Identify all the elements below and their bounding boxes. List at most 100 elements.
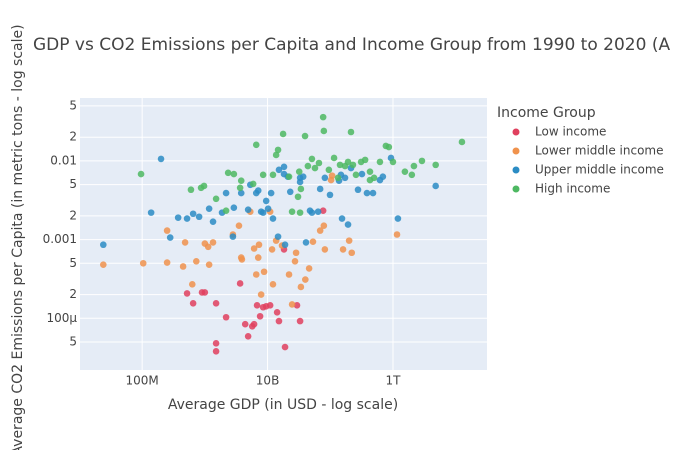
data-point <box>369 189 377 197</box>
data-point <box>264 205 272 212</box>
data-point <box>274 233 282 240</box>
y-tick-label: 2 <box>69 130 77 144</box>
data-point <box>352 171 360 179</box>
data-point <box>389 158 397 166</box>
data-point <box>209 239 217 246</box>
data-point <box>272 151 280 159</box>
y-tick-label: 0.001 <box>43 232 77 246</box>
points <box>100 113 466 355</box>
data-point <box>255 241 263 249</box>
data-point <box>267 189 275 197</box>
data-point <box>281 241 289 249</box>
y-tick-label: 2 <box>69 208 77 222</box>
data-point <box>288 301 296 308</box>
data-point <box>201 289 209 296</box>
data-point <box>268 246 276 253</box>
data-point <box>299 173 307 180</box>
data-point <box>330 154 338 162</box>
data-point <box>204 243 212 251</box>
data-point <box>275 166 283 174</box>
legend-label: Lower middle income <box>535 144 664 158</box>
data-point <box>212 195 220 203</box>
x-tick-label: 100M <box>126 374 159 388</box>
data-point <box>345 237 353 244</box>
data-point <box>189 210 197 218</box>
data-point <box>285 173 293 180</box>
data-point <box>370 174 378 182</box>
y-tick-label: 2 <box>69 287 77 301</box>
data-point <box>181 239 189 246</box>
data-point <box>237 189 245 197</box>
data-point <box>408 171 416 179</box>
data-point <box>236 280 244 287</box>
data-point <box>394 215 402 222</box>
legend-label: High income <box>535 182 610 196</box>
data-point <box>212 299 220 307</box>
data-point <box>238 256 246 263</box>
legend-label: Low income <box>535 125 606 139</box>
data-point <box>262 197 270 205</box>
data-point <box>244 206 252 213</box>
data-point <box>230 170 238 178</box>
data-point <box>222 189 230 197</box>
data-point <box>363 189 371 197</box>
data-point <box>163 259 171 266</box>
legend-marker <box>512 185 520 193</box>
data-point <box>361 156 369 164</box>
data-point <box>166 234 174 241</box>
y-tick-label: 100µ <box>46 311 77 325</box>
data-point <box>319 113 327 121</box>
data-point <box>249 180 257 188</box>
data-point <box>297 185 305 193</box>
data-point <box>341 174 349 182</box>
legend-title: Income Group <box>497 105 596 121</box>
data-point <box>314 208 322 216</box>
data-point <box>230 204 238 212</box>
data-point <box>187 186 195 194</box>
data-point <box>321 246 329 253</box>
data-point <box>236 184 244 192</box>
data-point <box>316 185 324 193</box>
data-point <box>349 161 357 169</box>
legend: Income Group Low income Lower middle inco… <box>497 105 664 196</box>
data-point <box>296 317 304 325</box>
legend-marker <box>512 128 520 136</box>
data-point <box>183 215 191 222</box>
data-point <box>212 348 220 355</box>
data-point <box>189 299 197 307</box>
data-point <box>354 186 362 194</box>
data-point <box>410 162 418 170</box>
data-point <box>253 302 261 309</box>
data-point <box>302 276 309 283</box>
y-tick-label: 5 <box>69 98 77 112</box>
data-point <box>259 209 267 216</box>
y-tick-label: 5 <box>69 177 77 191</box>
data-point <box>327 176 335 184</box>
data-point <box>311 164 319 172</box>
data-point <box>195 213 203 221</box>
data-point <box>269 171 277 179</box>
y-axis-title: Average CO2 Emissions per Capita (in met… <box>10 24 26 450</box>
data-point <box>376 158 384 166</box>
data-point <box>302 239 310 246</box>
data-point <box>296 209 304 216</box>
data-point <box>280 163 288 171</box>
data-point <box>205 205 213 212</box>
x-axis-title: Average GDP (in USD - log scale) <box>168 397 398 413</box>
data-point <box>222 313 230 321</box>
data-point <box>229 233 237 240</box>
data-point <box>297 283 305 291</box>
data-point <box>366 168 374 175</box>
legend-label: Upper middle income <box>535 163 664 177</box>
data-point <box>252 141 260 149</box>
data-point <box>334 174 342 182</box>
data-point <box>347 128 355 136</box>
data-point <box>163 227 171 234</box>
data-point <box>339 246 347 253</box>
data-point <box>179 263 187 270</box>
data-point <box>291 257 299 265</box>
data-point <box>320 222 328 230</box>
data-point <box>279 130 287 138</box>
x-tick-label: 10B <box>256 374 280 388</box>
data-point <box>209 218 217 225</box>
